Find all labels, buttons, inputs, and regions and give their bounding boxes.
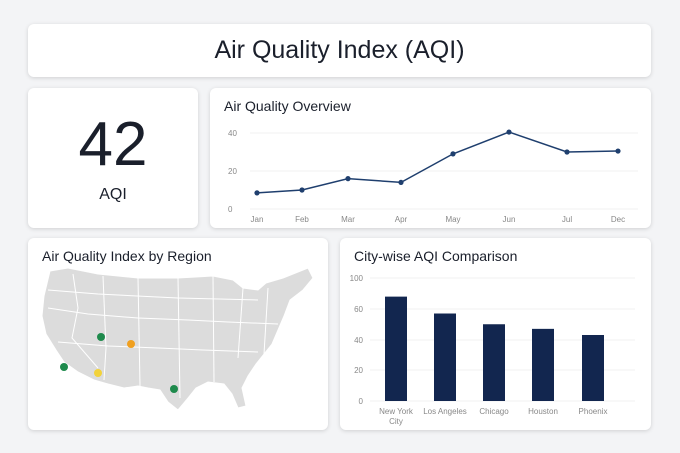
y-tick-label: 20: [228, 167, 237, 176]
x-tick-label: Houston: [528, 407, 558, 416]
data-point: [564, 149, 570, 155]
y-tick-label: 0: [228, 205, 233, 214]
aqi-marker: [60, 363, 68, 371]
aqi-marker: [97, 333, 105, 341]
x-tick-label: Jan: [251, 215, 264, 224]
bar: [385, 296, 407, 401]
aqi-label: AQI: [99, 186, 127, 203]
line-chart: 0 20 40 Jan Feb Mar Apr May Jun Jul Dec: [228, 129, 638, 224]
x-tick-label: Mar: [341, 215, 355, 224]
aqi-marker: [127, 340, 135, 348]
data-point: [299, 187, 305, 193]
data-point: [615, 148, 621, 154]
data-point: [254, 190, 260, 196]
bar: [532, 328, 554, 401]
x-tick-label: Phoenix: [579, 407, 608, 416]
map-card: Air Quality Index by Region: [28, 238, 328, 430]
aqi-value: 42: [78, 110, 148, 179]
us-map: [41, 267, 314, 411]
x-tick-label: Jul: [562, 215, 572, 224]
x-tick-label: Dec: [611, 215, 625, 224]
map-title: Air Quality Index by Region: [42, 248, 212, 264]
line-chart-title: Air Quality Overview: [224, 98, 351, 114]
title-card: Air Quality Index (AQI): [28, 24, 651, 77]
x-tick-label: Jun: [503, 215, 516, 224]
aqi-kpi-card: 42 AQI: [28, 88, 198, 228]
aqi-marker: [94, 369, 102, 377]
x-tick-label: Feb: [295, 215, 309, 224]
bar: [434, 313, 456, 401]
x-tick-label: Chicago: [479, 407, 509, 416]
bar-chart-card: City-wise AQI Comparison 0 20 40 60 100 New Y…: [340, 238, 651, 430]
data-point: [450, 151, 456, 157]
x-tick-label: Los Angeles: [423, 407, 467, 416]
data-point: [345, 176, 351, 182]
data-point: [506, 129, 512, 135]
x-tick-label: Apr: [395, 215, 408, 224]
line-chart-card: Air Quality Overview 0 20 40 Jan Feb Mar Apr Ma…: [210, 88, 651, 228]
y-tick-label: 40: [354, 336, 363, 345]
bar-chart: 0 20 40 60 100 New York City Los Angeles Chicago…: [350, 274, 635, 426]
y-tick-label: 40: [228, 129, 237, 138]
y-tick-label: 100: [350, 274, 364, 283]
state-borders: [47, 273, 279, 399]
x-tick-label: May: [445, 215, 460, 224]
bar: [582, 334, 604, 401]
y-tick-label: 0: [359, 397, 364, 406]
y-tick-label: 20: [354, 366, 363, 375]
aqi-line: [256, 131, 619, 194]
aqi-marker: [170, 385, 178, 393]
bar-chart-title: City-wise AQI Comparison: [354, 248, 518, 264]
y-tick-label: 60: [354, 305, 363, 314]
data-point: [398, 179, 404, 185]
bar: [483, 324, 505, 401]
x-tick-label: New York City: [379, 407, 414, 426]
us-outline: [41, 267, 314, 411]
page-title: Air Quality Index (AQI): [214, 36, 465, 64]
